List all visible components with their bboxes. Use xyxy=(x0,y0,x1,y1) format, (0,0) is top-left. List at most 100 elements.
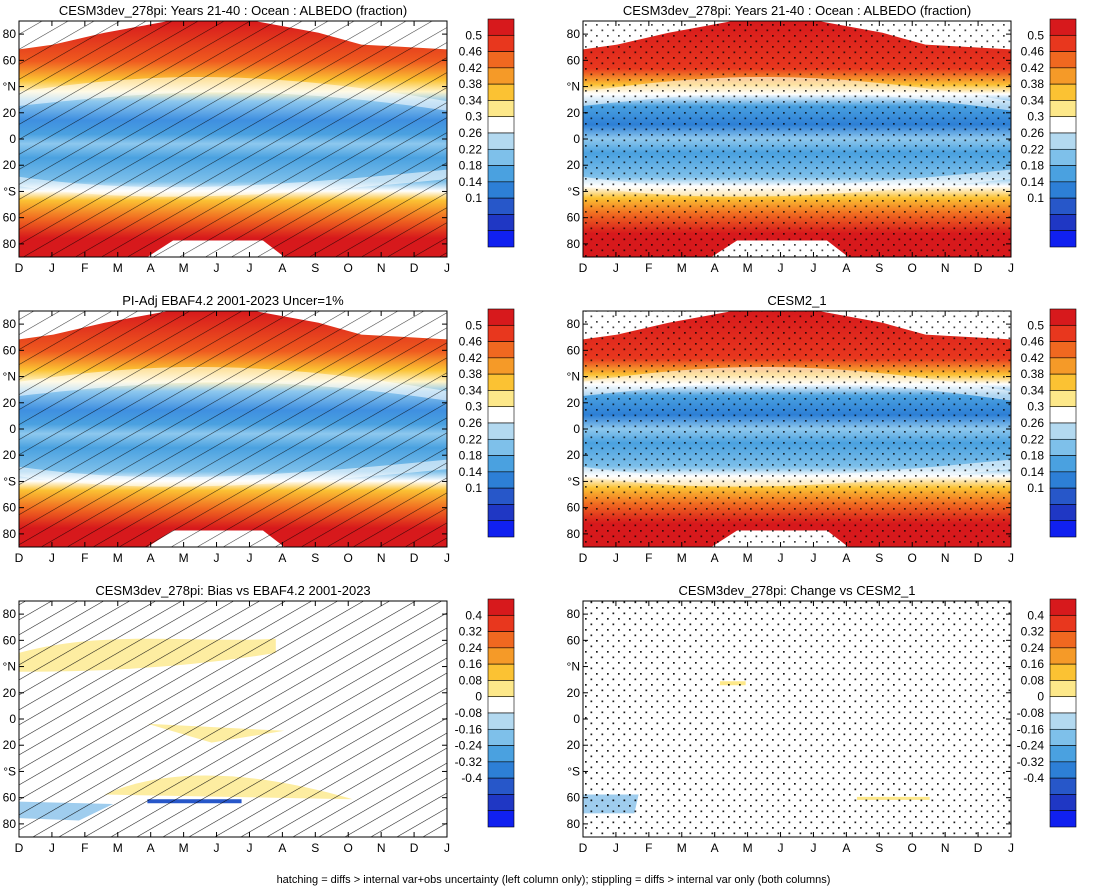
x-tick-label: S xyxy=(875,261,883,275)
y-tick-label: 60 xyxy=(567,791,581,805)
chart-title: CESM3dev_278pi: Years 21-40 : Ocean : AL… xyxy=(59,3,407,18)
x-tick-label: S xyxy=(875,841,883,855)
x-tick-label: M xyxy=(677,551,687,565)
colorbar-swatch xyxy=(487,520,515,538)
y-tick-label: 20 xyxy=(567,396,581,410)
colorbar-swatch xyxy=(487,696,515,714)
colorbar-label: 0.46 xyxy=(1021,335,1045,349)
colorbar-swatch xyxy=(1049,663,1077,681)
colorbar-label: 0.1 xyxy=(465,191,482,205)
y-tick-label: 0 xyxy=(573,422,580,436)
chart-title: CESM3dev_278pi: Bias vs EBAF4.2 2001-202… xyxy=(95,583,370,598)
colorbar-label: 0.4 xyxy=(1027,608,1044,622)
y-tick-label: 20 xyxy=(3,448,17,462)
colorbar-swatch xyxy=(1049,390,1077,408)
chart-title: PI-Adj EBAF4.2 2001-2023 Uncer=1% xyxy=(122,293,344,308)
x-tick-label: J xyxy=(613,551,619,565)
colorbar-label: 0.3 xyxy=(1027,400,1044,414)
colorbar-swatch xyxy=(1049,647,1077,665)
colorbar-label: 0.32 xyxy=(459,625,483,639)
x-tick-label: A xyxy=(842,261,850,275)
chart-panel: CESM3dev_278pi: Years 21-40 : Ocean : AL… xyxy=(3,3,515,275)
colorbar-swatch xyxy=(1049,761,1077,779)
colorbar-swatch xyxy=(487,663,515,681)
colorbar-label: 0.22 xyxy=(1021,432,1045,446)
x-tick-label: A xyxy=(147,551,155,565)
colorbar-label: 0.4 xyxy=(465,608,482,622)
colorbar-label: -0.4 xyxy=(461,771,482,785)
x-tick-label: J xyxy=(49,841,55,855)
x-tick-label: D xyxy=(15,841,24,855)
colorbar-label: 0.42 xyxy=(1021,351,1045,365)
colorbar-swatch xyxy=(487,631,515,649)
x-tick-label: N xyxy=(377,551,386,565)
x-tick-label: J xyxy=(49,551,55,565)
colorbar-label: 0.18 xyxy=(1021,159,1045,173)
x-tick-label: D xyxy=(974,551,983,565)
colorbar-swatch xyxy=(1049,520,1077,538)
x-tick-label: J xyxy=(214,261,220,275)
colorbar-swatch xyxy=(487,438,515,456)
y-tick-label: 20 xyxy=(3,396,17,410)
colorbar-label: 0.26 xyxy=(1021,126,1045,140)
colorbar-swatch xyxy=(1049,455,1077,473)
y-tick-label: 60 xyxy=(567,343,581,357)
x-tick-label: D xyxy=(410,551,419,565)
y-tick-label: 0 xyxy=(9,712,16,726)
colorbar-label: -0.16 xyxy=(455,722,483,736)
colorbar-swatch xyxy=(487,83,515,101)
x-tick-label: D xyxy=(410,841,419,855)
y-tick-label: 0 xyxy=(573,132,580,146)
colorbar-swatch xyxy=(1049,230,1077,248)
chart-title: CESM3dev_278pi: Change vs CESM2_1 xyxy=(678,583,915,598)
x-tick-label: M xyxy=(743,261,753,275)
colorbar-label: -0.32 xyxy=(455,755,483,769)
chart-title: CESM2_1 xyxy=(767,293,826,308)
y-tick-label: °N xyxy=(3,370,16,384)
x-tick-label: F xyxy=(81,551,88,565)
x-tick-label: J xyxy=(778,261,784,275)
y-tick-label: 60 xyxy=(3,791,17,805)
colorbar-swatch xyxy=(487,357,515,375)
x-tick-label: A xyxy=(278,551,286,565)
colorbar-label: 0.24 xyxy=(1021,641,1045,655)
colorbar-label: 0 xyxy=(475,690,482,704)
x-tick-label: S xyxy=(311,261,319,275)
colorbar-swatch xyxy=(1049,181,1077,199)
stippling-overlay xyxy=(583,601,1011,837)
x-tick-label: D xyxy=(974,261,983,275)
colorbar-swatch xyxy=(487,810,515,828)
colorbar-label: 0.46 xyxy=(459,335,483,349)
y-tick-label: °N xyxy=(3,80,16,94)
colorbar-swatch xyxy=(1049,341,1077,359)
y-tick-label: °S xyxy=(3,474,16,488)
colorbar-swatch xyxy=(487,51,515,69)
x-tick-label: A xyxy=(842,841,850,855)
colorbar-label: 0.3 xyxy=(465,110,482,124)
x-tick-label: J xyxy=(444,841,450,855)
colorbar-swatch xyxy=(1049,83,1077,101)
colorbar-swatch xyxy=(487,18,515,36)
x-tick-label: F xyxy=(81,261,88,275)
hatching-overlay xyxy=(19,601,447,837)
y-tick-label: 80 xyxy=(567,237,581,251)
colorbar-label: -0.08 xyxy=(455,706,483,720)
plot-area xyxy=(19,601,447,837)
colorbar-label: 0.5 xyxy=(465,28,482,42)
x-tick-label: M xyxy=(677,841,687,855)
colorbar-swatch xyxy=(1049,614,1077,632)
colorbar-swatch xyxy=(487,148,515,166)
colorbar-label: 0.14 xyxy=(1021,465,1045,479)
colorbar-swatch xyxy=(487,614,515,632)
x-tick-label: O xyxy=(908,261,917,275)
chart-panel: CESM3dev_278pi: Change vs CESM2_1 D J F M A M J… xyxy=(567,583,1077,855)
colorbar-swatch xyxy=(487,728,515,746)
x-tick-label: J xyxy=(810,261,816,275)
colorbar-swatch xyxy=(487,598,515,616)
colorbar-label: 0.42 xyxy=(1021,61,1045,75)
x-tick-label: J xyxy=(444,551,450,565)
colorbar-swatch xyxy=(1049,148,1077,166)
colorbar-swatch xyxy=(487,794,515,812)
colorbar-label: 0.34 xyxy=(1021,93,1045,107)
colorbar-swatch xyxy=(1049,197,1077,215)
